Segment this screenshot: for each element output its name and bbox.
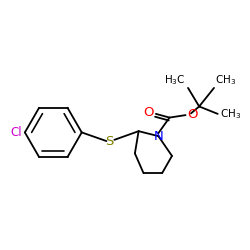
Text: N: N — [154, 130, 163, 142]
Text: Cl: Cl — [10, 126, 22, 139]
Text: O: O — [143, 106, 154, 119]
Text: H$_3$C: H$_3$C — [164, 73, 186, 87]
Text: CH$_3$: CH$_3$ — [220, 107, 242, 121]
Text: CH$_3$: CH$_3$ — [215, 73, 236, 87]
Text: O: O — [187, 108, 197, 120]
Text: S: S — [105, 134, 113, 147]
